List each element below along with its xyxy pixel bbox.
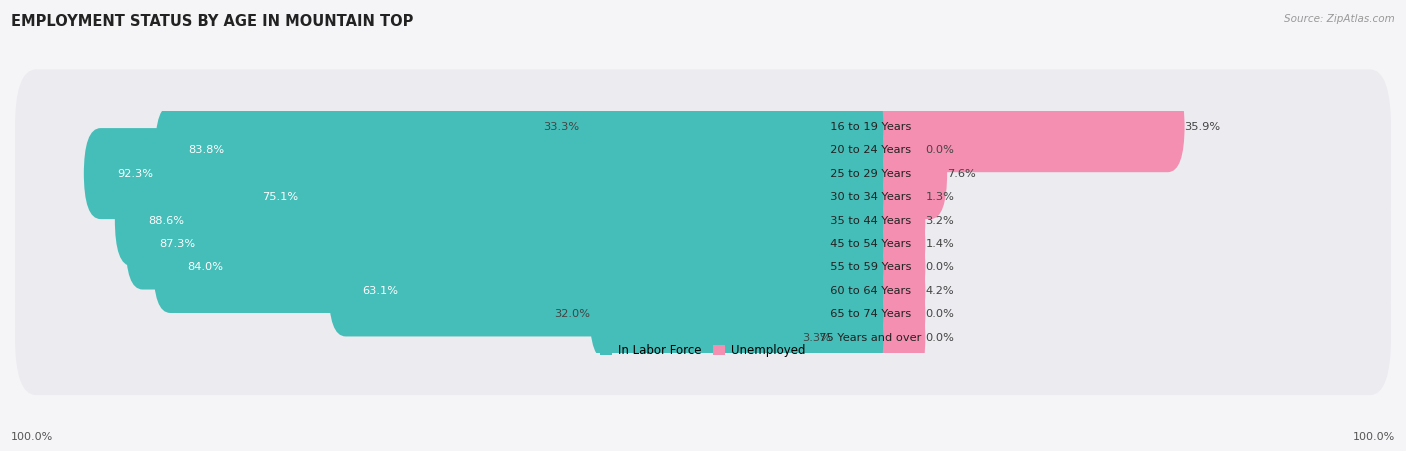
Text: EMPLOYMENT STATUS BY AGE IN MOUNTAIN TOP: EMPLOYMENT STATUS BY AGE IN MOUNTAIN TOP [11,14,413,28]
FancyBboxPatch shape [15,210,1391,325]
Text: 35 to 44 Years: 35 to 44 Years [823,216,918,226]
FancyBboxPatch shape [228,152,883,243]
FancyBboxPatch shape [15,187,1391,301]
Text: 1.4%: 1.4% [925,239,955,249]
Text: 32.0%: 32.0% [554,309,589,319]
FancyBboxPatch shape [15,281,1391,395]
Text: 3.2%: 3.2% [925,216,955,226]
Text: 75 Years and over: 75 Years and over [813,333,929,343]
FancyBboxPatch shape [831,292,883,383]
Text: 1.3%: 1.3% [925,192,955,202]
FancyBboxPatch shape [589,269,883,360]
Text: 0.0%: 0.0% [925,309,955,319]
Text: 84.0%: 84.0% [187,262,224,272]
Text: 30 to 34 Years: 30 to 34 Years [823,192,918,202]
Text: 63.1%: 63.1% [363,286,398,296]
Text: 0.0%: 0.0% [925,333,955,343]
Text: 100.0%: 100.0% [11,432,53,442]
FancyBboxPatch shape [858,152,925,243]
FancyBboxPatch shape [858,222,925,313]
Text: 25 to 29 Years: 25 to 29 Years [823,169,918,179]
Text: 83.8%: 83.8% [188,145,225,155]
Text: 16 to 19 Years: 16 to 19 Years [823,122,918,132]
Text: 75.1%: 75.1% [262,192,298,202]
FancyBboxPatch shape [858,128,948,219]
FancyBboxPatch shape [858,269,925,360]
Text: Source: ZipAtlas.com: Source: ZipAtlas.com [1284,14,1395,23]
Text: 45 to 54 Years: 45 to 54 Years [823,239,918,249]
Text: 92.3%: 92.3% [117,169,153,179]
FancyBboxPatch shape [84,128,883,219]
FancyBboxPatch shape [858,198,925,290]
FancyBboxPatch shape [15,163,1391,278]
Text: 0.0%: 0.0% [925,145,955,155]
Text: 65 to 74 Years: 65 to 74 Years [823,309,918,319]
FancyBboxPatch shape [858,245,925,336]
FancyBboxPatch shape [15,93,1391,207]
FancyBboxPatch shape [15,234,1391,348]
FancyBboxPatch shape [153,222,883,313]
Text: 0.0%: 0.0% [925,262,955,272]
FancyBboxPatch shape [15,257,1391,372]
FancyBboxPatch shape [858,292,925,383]
Text: 3.3%: 3.3% [801,333,831,343]
Text: 87.3%: 87.3% [159,239,195,249]
FancyBboxPatch shape [329,245,883,336]
Text: 20 to 24 Years: 20 to 24 Years [823,145,918,155]
Text: 60 to 64 Years: 60 to 64 Years [823,286,918,296]
FancyBboxPatch shape [15,140,1391,254]
FancyBboxPatch shape [115,175,883,266]
FancyBboxPatch shape [858,175,925,266]
Text: 7.6%: 7.6% [948,169,976,179]
FancyBboxPatch shape [125,198,883,290]
FancyBboxPatch shape [579,81,883,172]
FancyBboxPatch shape [15,116,1391,231]
Text: 100.0%: 100.0% [1353,432,1395,442]
FancyBboxPatch shape [155,105,883,196]
FancyBboxPatch shape [858,81,1185,172]
Text: 35.9%: 35.9% [1185,122,1220,132]
Legend: In Labor Force, Unemployed: In Labor Force, Unemployed [596,339,810,362]
Text: 88.6%: 88.6% [149,216,184,226]
Text: 4.2%: 4.2% [925,286,953,296]
FancyBboxPatch shape [15,69,1391,184]
FancyBboxPatch shape [858,105,925,196]
Text: 55 to 59 Years: 55 to 59 Years [823,262,918,272]
Text: 33.3%: 33.3% [543,122,579,132]
